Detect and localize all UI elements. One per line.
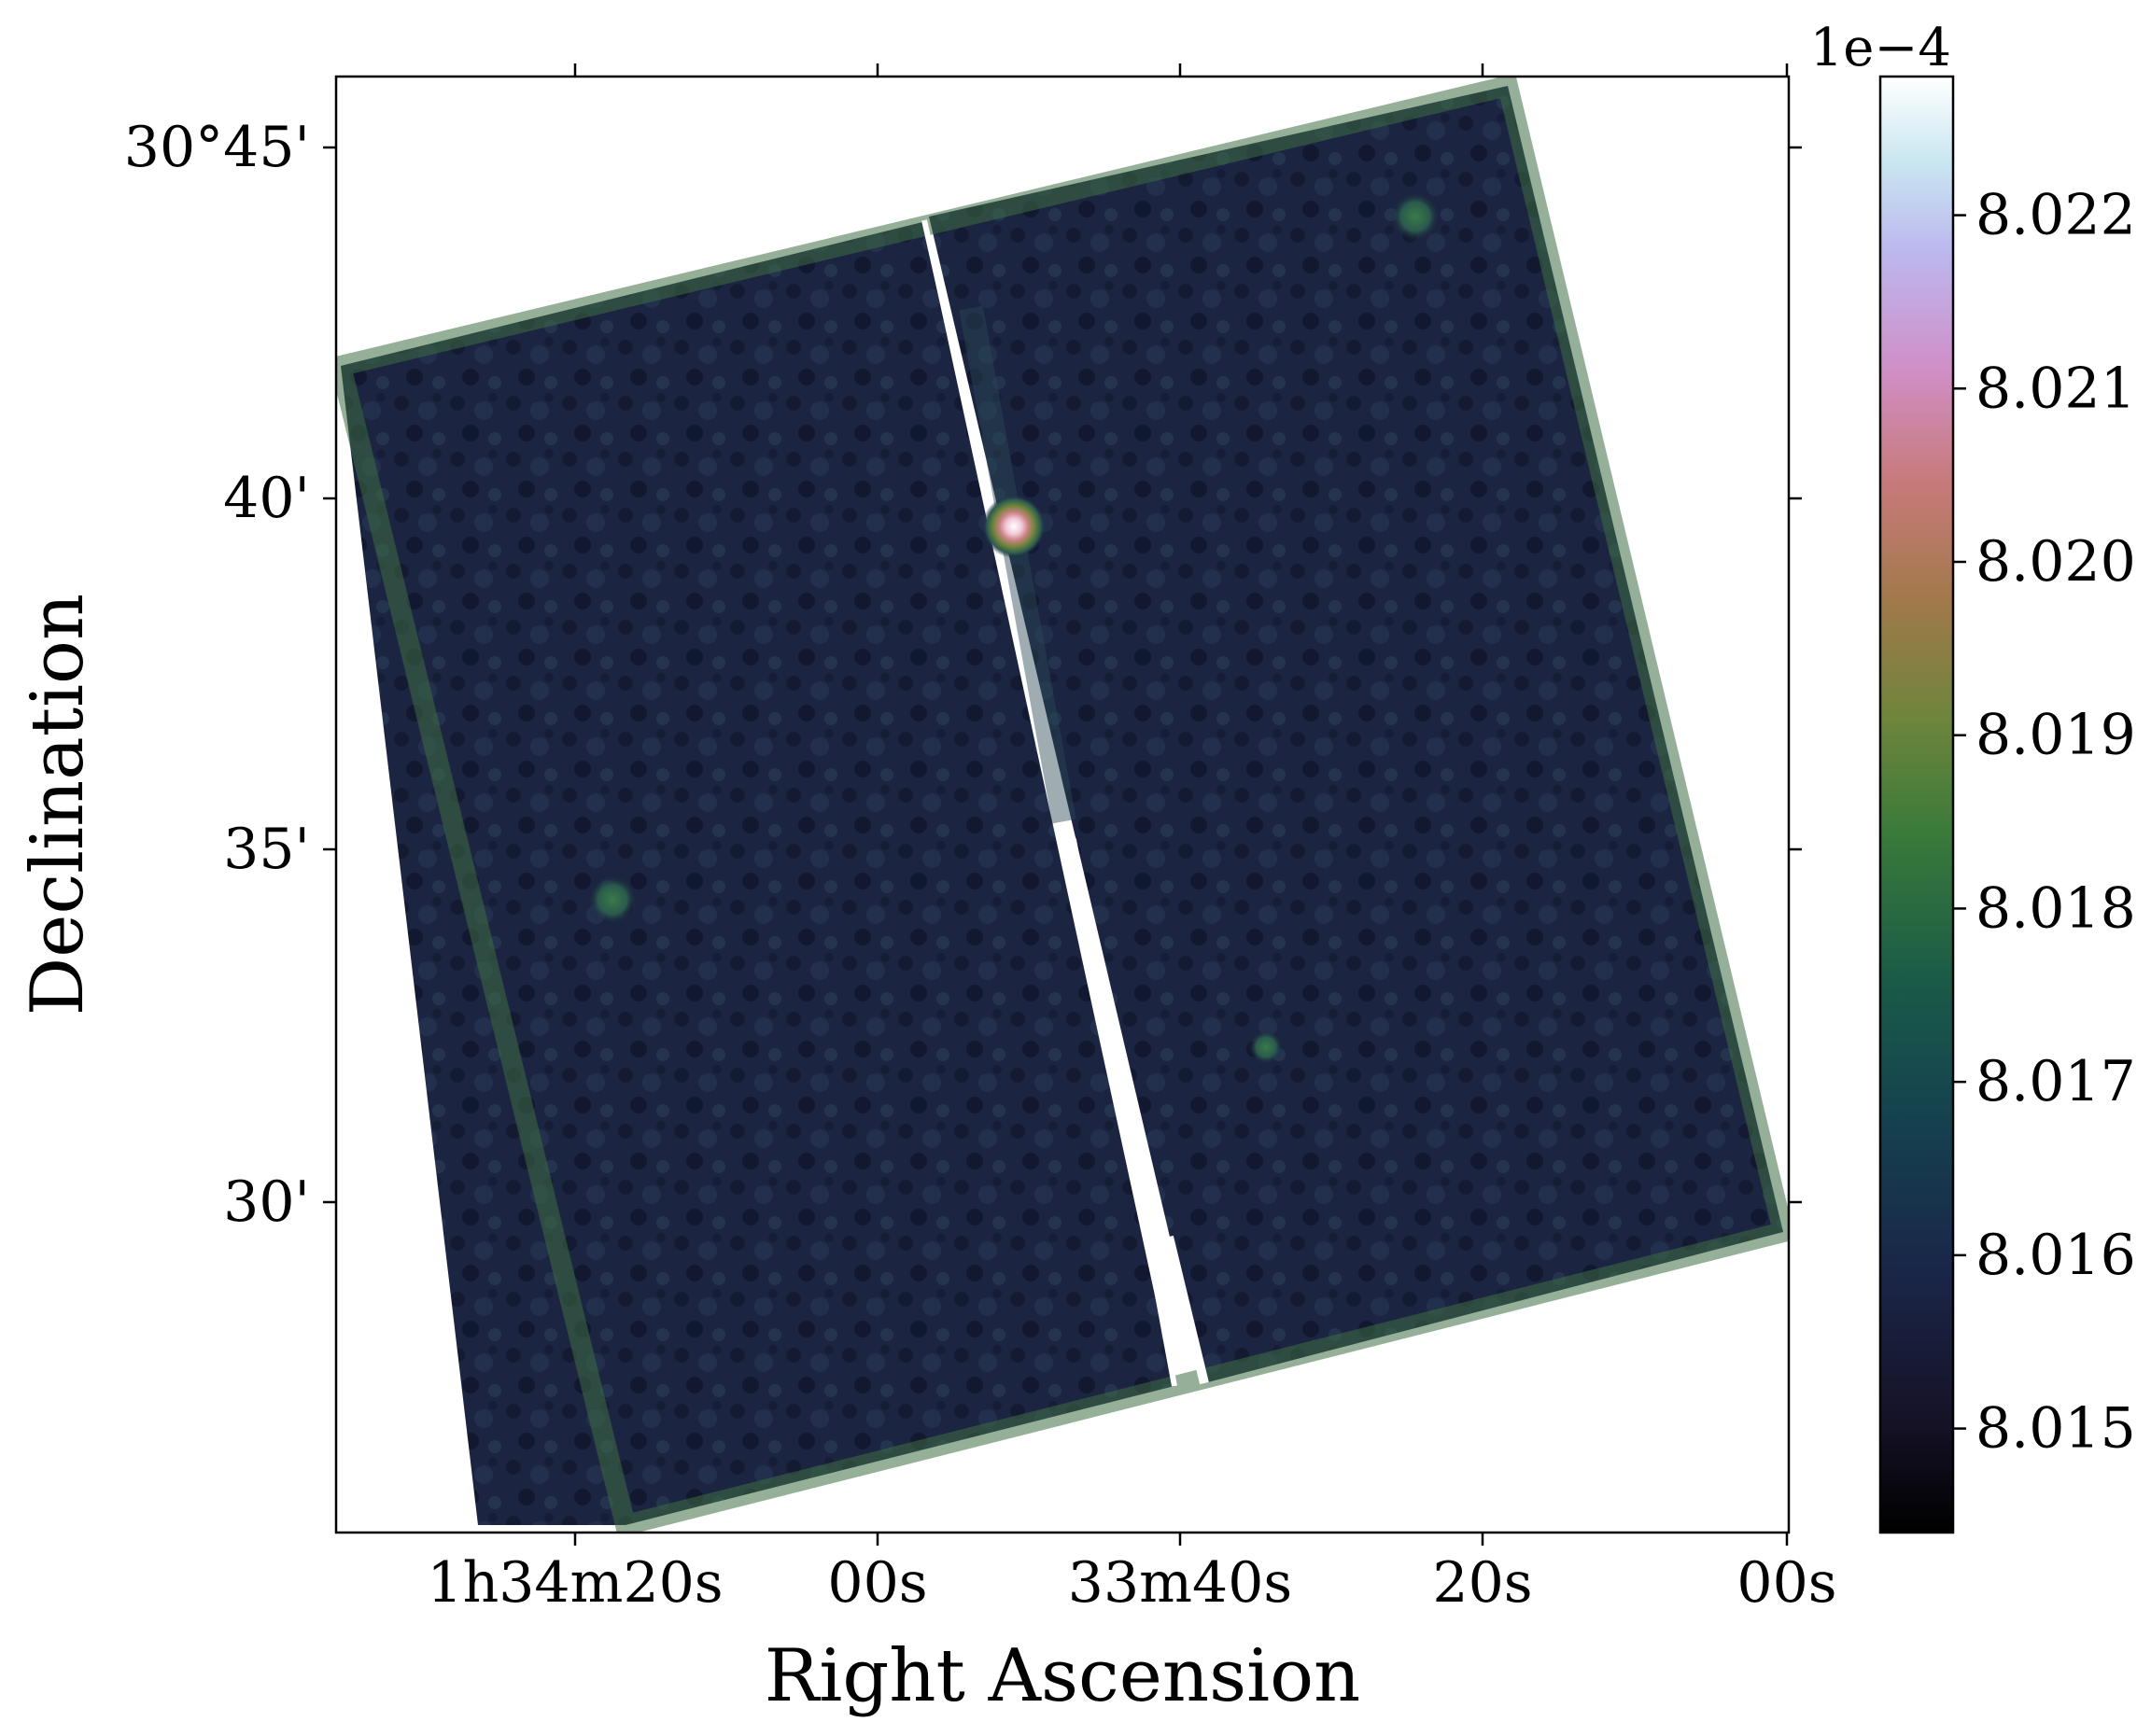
y-tick-label: 35' xyxy=(223,817,310,882)
colorbar-tick-label: 8.015 xyxy=(1975,1396,2136,1462)
colorbar-offset-label: 1e−4 xyxy=(1810,18,1951,78)
colorbar-gradient xyxy=(1878,75,1955,1534)
bright-point-source xyxy=(982,495,1046,558)
y-tick-label: 30°45' xyxy=(124,115,310,180)
faint-source-ne xyxy=(1391,192,1440,241)
column-streak xyxy=(959,305,1076,824)
x-axis-label: Right Ascension xyxy=(765,1634,1361,1718)
colorbar-tick-label: 8.019 xyxy=(1975,703,2136,768)
colorbar-tick-label: 8.016 xyxy=(1975,1223,2136,1288)
y-axis xyxy=(323,146,1802,1204)
y-tick-label: 30' xyxy=(223,1169,310,1235)
x-tick-label: 00s xyxy=(1736,1550,1836,1616)
x-tick-label: 00s xyxy=(827,1550,927,1616)
y-tick-label: 40' xyxy=(223,466,310,531)
plot-frame xyxy=(334,75,1791,1534)
faint-source-west xyxy=(588,875,637,924)
colorbar-ticks: 8.015 8.016 8.017 8.018 8.019 8.020 8.021 8.022 xyxy=(1953,183,2136,1462)
image-tile-right xyxy=(929,86,1783,1383)
sky-image xyxy=(336,77,1789,1533)
colorbar-tick-label: 8.017 xyxy=(1975,1049,2136,1114)
y-axis-label: Declination xyxy=(16,594,100,1016)
colorbar-tick-label: 8.018 xyxy=(1975,875,2136,941)
x-tick-label: 33m40s xyxy=(1068,1550,1292,1616)
colorbar-tick-label: 8.021 xyxy=(1975,356,2136,421)
image-edge-glow xyxy=(336,77,1789,1533)
colorbar-tick-label: 8.022 xyxy=(1975,183,2136,248)
x-tick-label: 20s xyxy=(1432,1550,1532,1616)
x-axis xyxy=(573,63,1789,1546)
chip-gap xyxy=(1164,1235,1209,1385)
faint-source-center xyxy=(1249,1030,1283,1064)
x-tick-label: 1h34m20s xyxy=(427,1550,723,1616)
colorbar: 1e−4 8.015 8.016 8.017 8.018 8.019 8.020 8.021… xyxy=(1810,18,2136,1534)
colorbar-tick-label: 8.020 xyxy=(1975,529,2136,595)
